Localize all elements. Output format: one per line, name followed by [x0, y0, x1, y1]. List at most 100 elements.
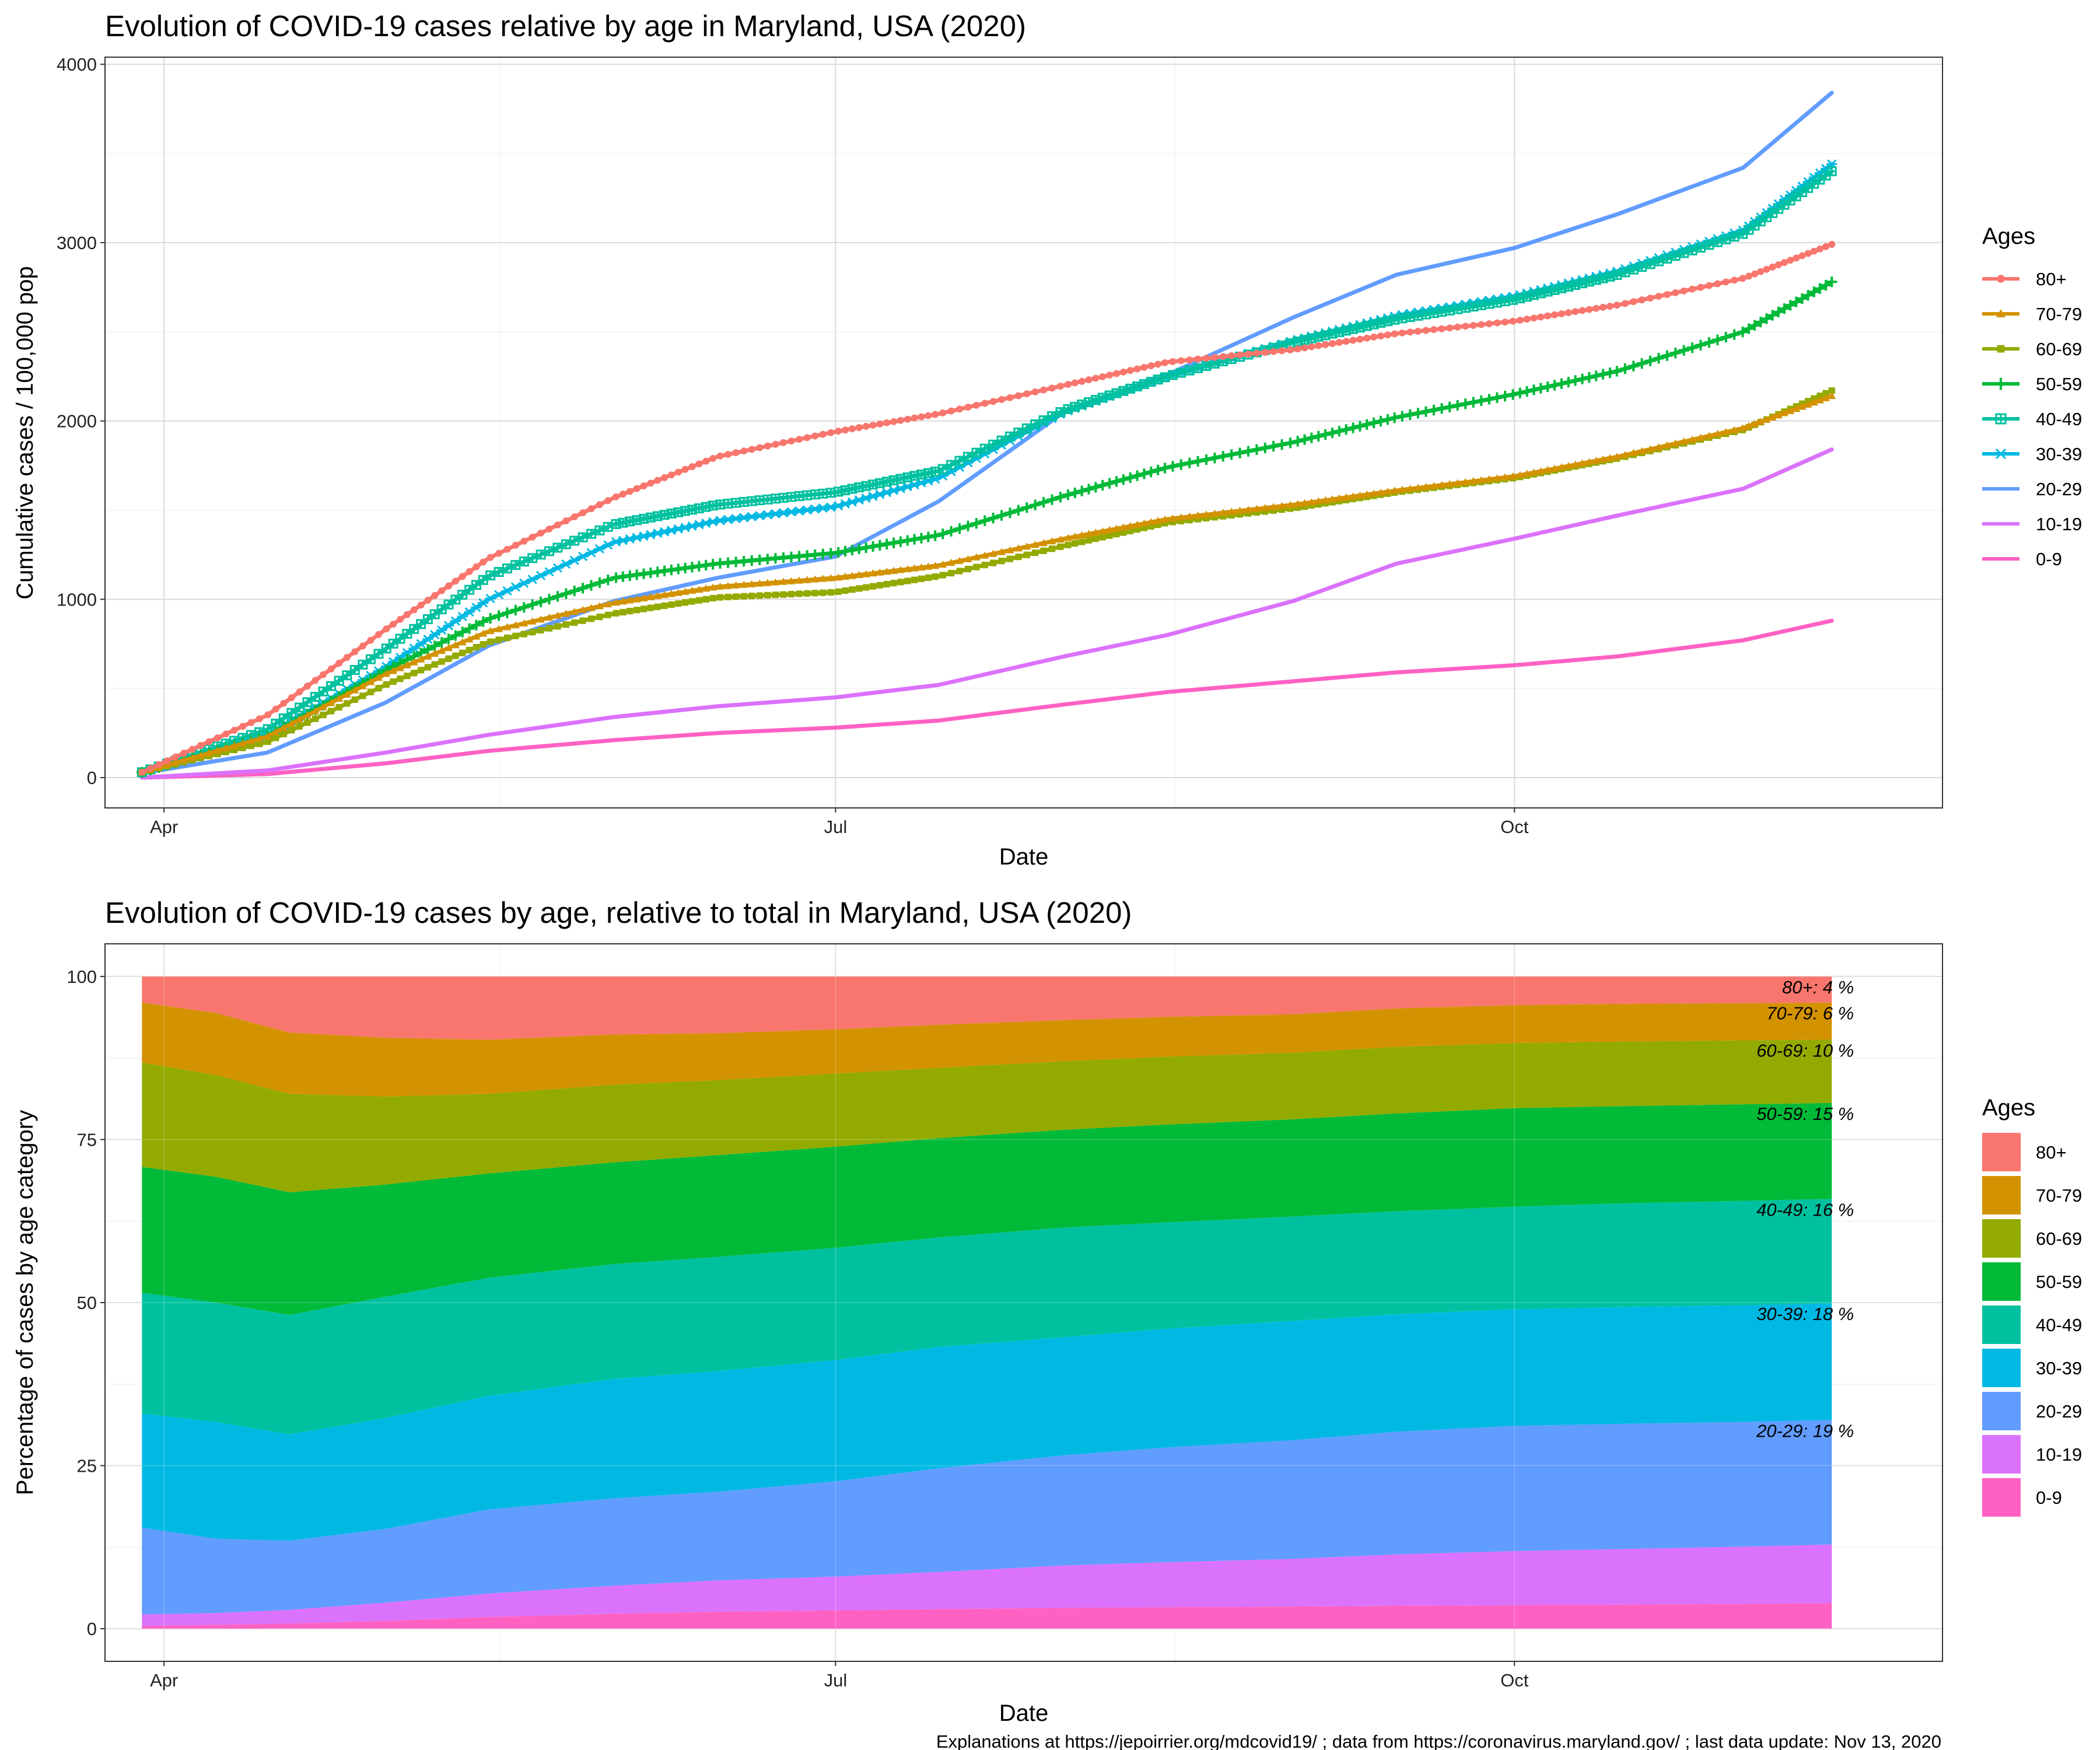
data-point	[1578, 307, 1586, 314]
data-point	[1563, 376, 1574, 388]
data-point	[624, 534, 635, 544]
data-point	[1315, 342, 1322, 349]
data-point	[1236, 506, 1244, 514]
area-series-30-39	[142, 1303, 1832, 1541]
data-point	[272, 734, 279, 741]
data-point	[1384, 331, 1391, 339]
data-point	[724, 593, 732, 601]
data-point	[312, 677, 319, 684]
data-point	[272, 705, 279, 713]
data-point	[788, 438, 795, 444]
data-point	[937, 528, 949, 540]
data-point	[1294, 345, 1301, 353]
data-point	[930, 530, 941, 541]
data-point	[264, 738, 271, 746]
line-chart-x-ticks: Apr Jul Oct	[150, 808, 1529, 837]
data-point	[724, 450, 732, 458]
data-point	[904, 415, 911, 423]
data-point	[1536, 467, 1545, 475]
data-point	[833, 547, 844, 558]
data-point	[964, 565, 972, 573]
data-point	[661, 602, 668, 609]
data-point	[1638, 296, 1646, 304]
line-series-80plus	[138, 241, 1836, 776]
data-point	[1530, 314, 1538, 322]
data-point	[1006, 546, 1014, 554]
data-point	[1340, 424, 1352, 435]
data-point	[963, 520, 974, 531]
data-point	[438, 658, 445, 665]
data-point	[359, 692, 366, 699]
data-point	[1186, 356, 1194, 363]
data-point	[1612, 453, 1621, 460]
data-point	[389, 667, 398, 674]
data-point	[431, 661, 438, 668]
data-point	[1679, 248, 1689, 258]
data-point	[904, 578, 911, 584]
data-point	[732, 449, 740, 457]
data-point	[911, 576, 918, 583]
data-point	[1703, 337, 1714, 348]
data-point	[842, 426, 849, 434]
data-point	[1120, 529, 1127, 536]
data-point	[748, 446, 755, 453]
data-point	[964, 404, 972, 411]
area-series-10-19	[142, 1544, 1832, 1626]
data-point	[896, 566, 905, 573]
data-point	[1389, 412, 1400, 424]
data-point	[1013, 505, 1024, 516]
data-point	[1606, 303, 1614, 310]
data-point	[288, 694, 295, 701]
data-point	[748, 593, 755, 600]
data-point	[230, 726, 238, 734]
data-point	[732, 581, 740, 589]
data-point	[1743, 323, 1755, 334]
data-point	[989, 398, 997, 405]
data-point	[1021, 423, 1032, 433]
data-point	[756, 444, 764, 452]
data-point	[424, 652, 432, 660]
data-point	[631, 533, 642, 542]
data-point	[1362, 419, 1373, 430]
data-point	[1406, 328, 1414, 336]
data-point	[1192, 456, 1203, 467]
legend-item-20-29: 20-29	[1982, 479, 2082, 499]
data-point	[1537, 313, 1545, 321]
data-point	[612, 493, 620, 501]
data-point	[1398, 329, 1406, 337]
data-point	[1721, 234, 1731, 244]
data-point	[1308, 502, 1315, 509]
data-point	[883, 568, 891, 575]
data-point	[981, 551, 989, 559]
data-point	[1544, 466, 1552, 473]
data-point	[312, 715, 319, 722]
data-point	[1502, 318, 1508, 326]
data-point	[1453, 479, 1462, 487]
data-point	[869, 569, 877, 577]
data-point	[964, 555, 972, 562]
area-chart-annotations: 80+: 4 % 70-79: 6 % 60-69: 10 % 50-59: 15 %…	[1756, 977, 1854, 1441]
data-point	[715, 516, 726, 526]
data-point	[668, 601, 675, 608]
data-point	[569, 536, 580, 546]
data-point	[452, 578, 459, 585]
data-point	[620, 608, 626, 616]
data-point	[172, 753, 179, 761]
data-point	[545, 625, 553, 632]
legend-label: 0-9	[2036, 1488, 2062, 1508]
data-point	[1646, 445, 1655, 453]
data-point	[1069, 487, 1080, 499]
legend-key-swatch	[1982, 1176, 2021, 1214]
data-point	[1452, 400, 1463, 411]
data-point	[255, 734, 264, 742]
data-point	[1253, 349, 1261, 357]
data-point	[1030, 419, 1041, 429]
data-point	[1803, 290, 1814, 301]
data-point	[632, 595, 641, 603]
data-point	[1611, 366, 1622, 377]
data-point	[1792, 404, 1801, 412]
data-point	[1253, 509, 1260, 516]
data-point	[1780, 259, 1788, 267]
data-point	[527, 599, 538, 610]
data-point	[755, 579, 764, 587]
